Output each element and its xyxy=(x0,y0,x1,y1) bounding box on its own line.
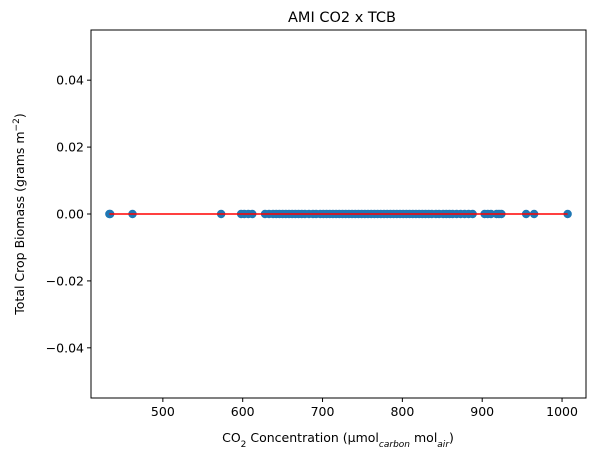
y-axis-title-text: Total Crop Biomass (grams m xyxy=(12,131,27,315)
y-axis-title-sup: −2 xyxy=(12,118,22,131)
y-tick-label: −0.02 xyxy=(46,273,84,288)
x-axis-title-prefix: CO xyxy=(222,430,241,445)
y-tick-label: 0.00 xyxy=(56,207,84,222)
chart-title: AMI CO2 x TCB xyxy=(288,10,396,26)
x-tick-label: 700 xyxy=(311,404,335,419)
x-axis-title-sub2: air xyxy=(437,440,450,450)
y-tick-label: 0.02 xyxy=(56,140,84,155)
x-axis-title-prefix-sub: 2 xyxy=(241,440,247,450)
x-tick-label: 1000 xyxy=(546,404,578,419)
x-axis-title-mid2: mol xyxy=(410,430,437,445)
x-axis-title-mid: Concentration (µmol xyxy=(246,430,379,445)
x-tick-label: 800 xyxy=(390,404,414,419)
y-axis-title-suffix: ) xyxy=(12,113,27,118)
plot-area xyxy=(105,209,572,219)
x-tick-label: 500 xyxy=(151,404,175,419)
x-axis: 500 600 700 800 900 1000 xyxy=(151,398,578,419)
y-axis-title: Total Crop Biomass (grams m−2) xyxy=(12,113,27,315)
y-tick-label: −0.04 xyxy=(46,340,84,355)
y-axis: −0.04 −0.02 0.00 0.02 0.04 xyxy=(46,73,91,355)
x-axis-title-suffix: ) xyxy=(449,430,454,445)
y-tick-label: 0.04 xyxy=(56,73,84,88)
x-tick-label: 600 xyxy=(231,404,255,419)
x-tick-label: 900 xyxy=(470,404,494,419)
x-axis-title-sub1: carbon xyxy=(379,440,410,450)
x-axis-title: CO2 Concentration (µmolcarbon molair) xyxy=(222,430,454,450)
